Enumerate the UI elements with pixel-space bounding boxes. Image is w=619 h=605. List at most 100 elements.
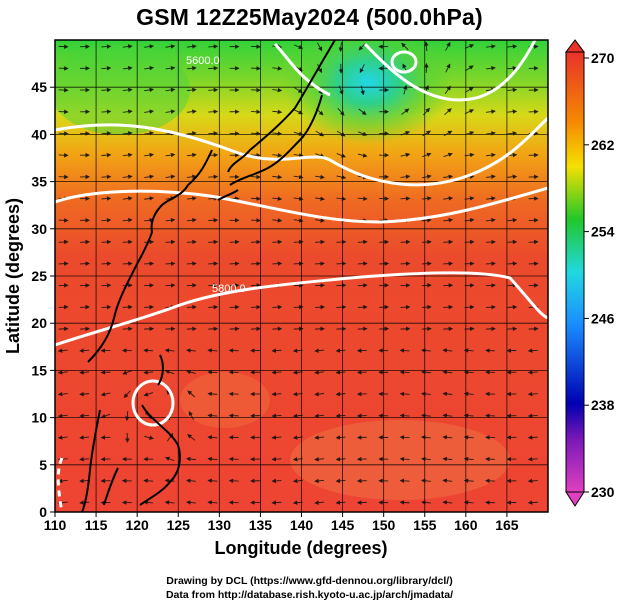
wind-arrow [101, 87, 112, 93]
wind-arrow [338, 85, 344, 96]
wind-arrow [315, 196, 325, 201]
x-tick-label: 155 [413, 517, 437, 533]
wind-arrow [527, 478, 538, 484]
wind-arrow [101, 217, 112, 223]
y-axis-label: Latitude (degrees) [3, 198, 23, 354]
wind-arrow [314, 348, 325, 353]
x-axis: 110 115 120 125 130 135 140 145 150 155 160 165 [44, 512, 519, 533]
wind-arrow [272, 109, 283, 115]
wind-arrow [250, 152, 261, 158]
wind-arrow [485, 44, 496, 49]
wind-arrow [165, 65, 176, 71]
wind-arrow [314, 500, 325, 505]
wind-arrow [207, 369, 218, 375]
wind-arrow [399, 478, 410, 484]
wind-arrow [165, 109, 176, 114]
wind-arrow [443, 152, 453, 158]
wind-arrow [485, 174, 496, 179]
wind-arrow [122, 109, 133, 114]
wind-arrow [208, 66, 219, 71]
wind-arrow [57, 413, 68, 419]
y-tick-label: 45 [31, 79, 47, 95]
wind-arrow [442, 500, 453, 505]
wind-arrow [271, 456, 282, 462]
y-tick-label: 35 [31, 174, 47, 190]
wind-arrow [207, 413, 218, 418]
wind-arrow [335, 391, 346, 397]
wind-arrow [403, 84, 408, 95]
wind-arrow [293, 44, 304, 50]
wind-arrow [527, 413, 538, 419]
x-tick-label: 140 [290, 517, 314, 533]
wind-arrow [207, 348, 218, 353]
contour-5700 [55, 186, 548, 224]
wind-arrow [250, 131, 261, 136]
wind-arrow [186, 152, 197, 158]
contour-5600 [55, 116, 548, 187]
wind-arrow [250, 44, 261, 49]
wind-arrow [124, 411, 130, 422]
wind-arrow [186, 65, 197, 71]
wind-arrow [485, 109, 496, 114]
wind-arrow [101, 174, 112, 180]
wind-arrow [422, 130, 431, 137]
wind-arrow [292, 348, 303, 353]
wind-arrow [527, 348, 538, 353]
wind-arrow [463, 435, 474, 440]
wind-arrow [399, 435, 410, 440]
colorbar: 230 238 246 254 262 270 [565, 39, 615, 507]
wind-arrow [400, 174, 411, 179]
wind-arrow [317, 42, 323, 52]
wind-arrow [294, 87, 303, 93]
wind-arrow [421, 217, 432, 223]
wind-arrow [463, 478, 474, 484]
contour-south [56, 457, 64, 512]
wind-arrow [250, 87, 261, 93]
contour-label-5600: 5600.0 [186, 55, 220, 67]
y-tick-label: 15 [31, 362, 47, 378]
wind-arrow [399, 456, 410, 462]
wind-arrow [187, 433, 196, 441]
wind-arrow [208, 174, 219, 180]
wind-arrow [208, 109, 219, 114]
wind-arrow [79, 391, 90, 397]
wind-arrow [463, 348, 474, 353]
wind-arrow [143, 370, 154, 375]
wind-arrow [464, 109, 474, 115]
wind-arrow [122, 44, 133, 49]
x-tick-label: 145 [331, 517, 355, 533]
wind-arrow [314, 456, 325, 462]
wind-arrow [335, 456, 346, 462]
wind-arrow [272, 196, 283, 201]
wind-arrow [443, 130, 453, 137]
wind-arrow [186, 456, 196, 462]
wind-arrow [314, 478, 325, 484]
y-axis: 0 5 10 15 20 25 30 35 40 45 [31, 79, 55, 520]
wind-arrow [122, 174, 133, 180]
wind-arrow [335, 500, 346, 505]
wind-arrow [122, 131, 133, 136]
coast-japan [229, 94, 323, 186]
wind-arrow [292, 391, 303, 397]
wind-arrow [100, 392, 111, 397]
wind-arrow [485, 131, 496, 136]
wind-arrow [464, 217, 475, 223]
wind-arrow [292, 478, 303, 484]
y-tick-label: 40 [31, 126, 47, 142]
wind-arrow [443, 174, 454, 179]
wind-arrow [292, 413, 303, 419]
wind-arrow [314, 413, 325, 419]
contour-5800 [55, 271, 548, 347]
wind-arrow [507, 131, 518, 136]
wind-arrow [421, 456, 431, 462]
colorbar-scale [565, 51, 585, 493]
wind-arrow [208, 217, 219, 223]
wind-arrow [485, 65, 496, 71]
wind-arrow [507, 174, 518, 180]
wind-arrow [421, 174, 432, 179]
wind-arrow [144, 87, 155, 93]
wind-arrow [293, 218, 304, 223]
wind-arrow [144, 131, 155, 136]
wind-arrow [335, 435, 346, 440]
coast-china [87, 149, 213, 363]
